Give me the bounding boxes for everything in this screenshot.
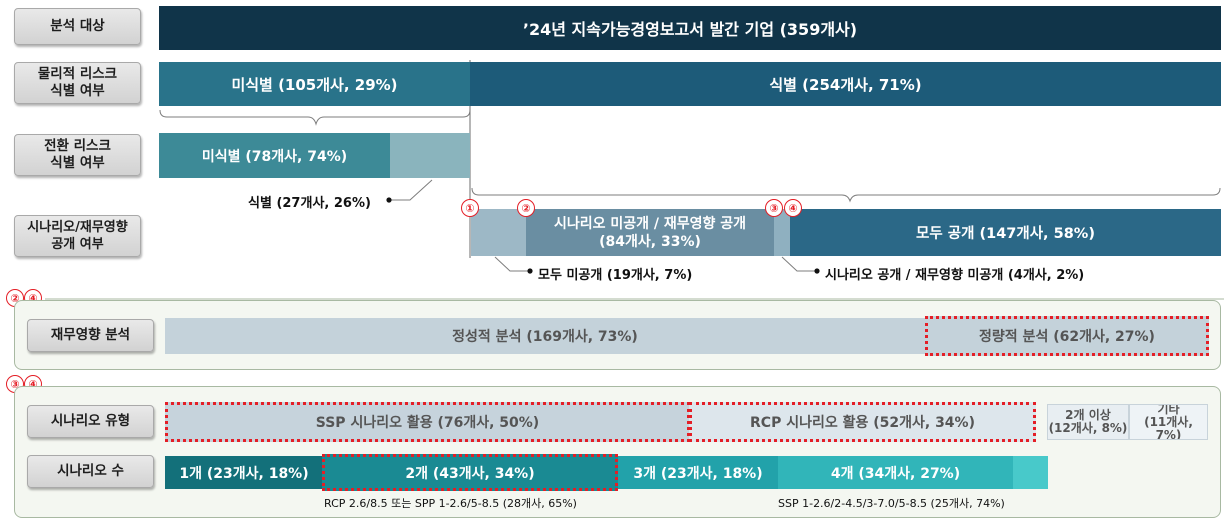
- bar-qualitative: 정성적 분석 (169개사, 73%): [165, 318, 925, 354]
- note-none-disclosed: 모두 미공개 (19개사, 7%): [538, 268, 693, 283]
- note-rcp-detail: RCP 2.6/8.5 또는 SPP 1-2.6/5-8.5 (28개사, 65…: [324, 497, 577, 510]
- marker-1: ①: [461, 199, 479, 217]
- bar-scenario-only: [774, 209, 790, 256]
- marker-4: ④: [784, 199, 802, 217]
- note-scenario-only: 시나리오 공개 / 재무영향 미공개 (4개사, 2%): [825, 268, 1085, 283]
- bar-physical-unidentified: 미식별 (105개사, 29%): [159, 62, 470, 106]
- bar-both-disclosed: 모두 공개 (147개사, 58%): [790, 209, 1221, 256]
- bar-other: 기타 (11개사, 7%): [1129, 404, 1208, 440]
- bar-none-disclosed: [471, 209, 526, 256]
- label-scenario-type: 시나리오 유형: [27, 405, 154, 438]
- leader-transition-identified: [390, 179, 433, 201]
- bar-count-2: 2개 (43개사, 34%): [322, 454, 618, 491]
- bar-quantitative: 정량적 분석 (62개사, 27%): [925, 316, 1209, 356]
- dot-none-disclosed: [527, 268, 533, 274]
- leader-scenario-only: [781, 256, 815, 272]
- bar-rcp-usage: RCP 시나리오 활용 (52개사, 34%): [689, 402, 1036, 442]
- note-ssp-detail: SSP 1-2.6/2-4.5/3-7.0/5-8.5 (25개사, 74%): [778, 497, 1005, 510]
- bar-financial-only: 시나리오 미공개 / 재무영향 공개 (84개사, 33%): [526, 209, 774, 256]
- note-transition-identified: 식별 (27개사, 26%): [248, 196, 371, 211]
- bar-physical-identified: 식별 (254개사, 71%): [470, 62, 1221, 106]
- bar-target: ’24년 지속가능경영보고서 발간 기업 (359개사): [159, 6, 1221, 50]
- bar-two-or-more: 2개 이상 (12개사, 8%): [1047, 404, 1129, 440]
- dot-transition-identified: [386, 197, 392, 203]
- bar-count-3: 3개 (23개사, 18%): [618, 456, 778, 489]
- leader-none-disclosed: [494, 256, 528, 272]
- label-disclosure: 시나리오/재무영향 공개 여부: [14, 215, 141, 257]
- brace-physical-unidentified: [159, 109, 471, 126]
- marker-3: ③: [765, 199, 783, 217]
- bar-count-extra: [1013, 456, 1048, 489]
- label-physical: 물리적 리스크 식별 여부: [14, 62, 141, 104]
- label-financial: 재무영향 분석: [27, 319, 154, 352]
- brace-transition-right: [471, 187, 1221, 203]
- bar-transition-identified: [390, 133, 470, 178]
- marker-2: ②: [517, 199, 535, 217]
- bar-count-4: 4개 (34개사, 27%): [778, 456, 1013, 489]
- label-target: 분석 대상: [14, 8, 141, 45]
- label-scenario-count: 시나리오 수: [27, 455, 154, 488]
- label-transition: 전환 리스크 식별 여부: [14, 134, 141, 176]
- bar-transition-unidentified: 미식별 (78개사, 74%): [159, 133, 390, 178]
- dot-scenario-only: [814, 268, 820, 274]
- bar-count-1: 1개 (23개사, 18%): [165, 456, 323, 489]
- bar-ssp-usage: SSP 시나리오 활용 (76개사, 50%): [165, 402, 690, 442]
